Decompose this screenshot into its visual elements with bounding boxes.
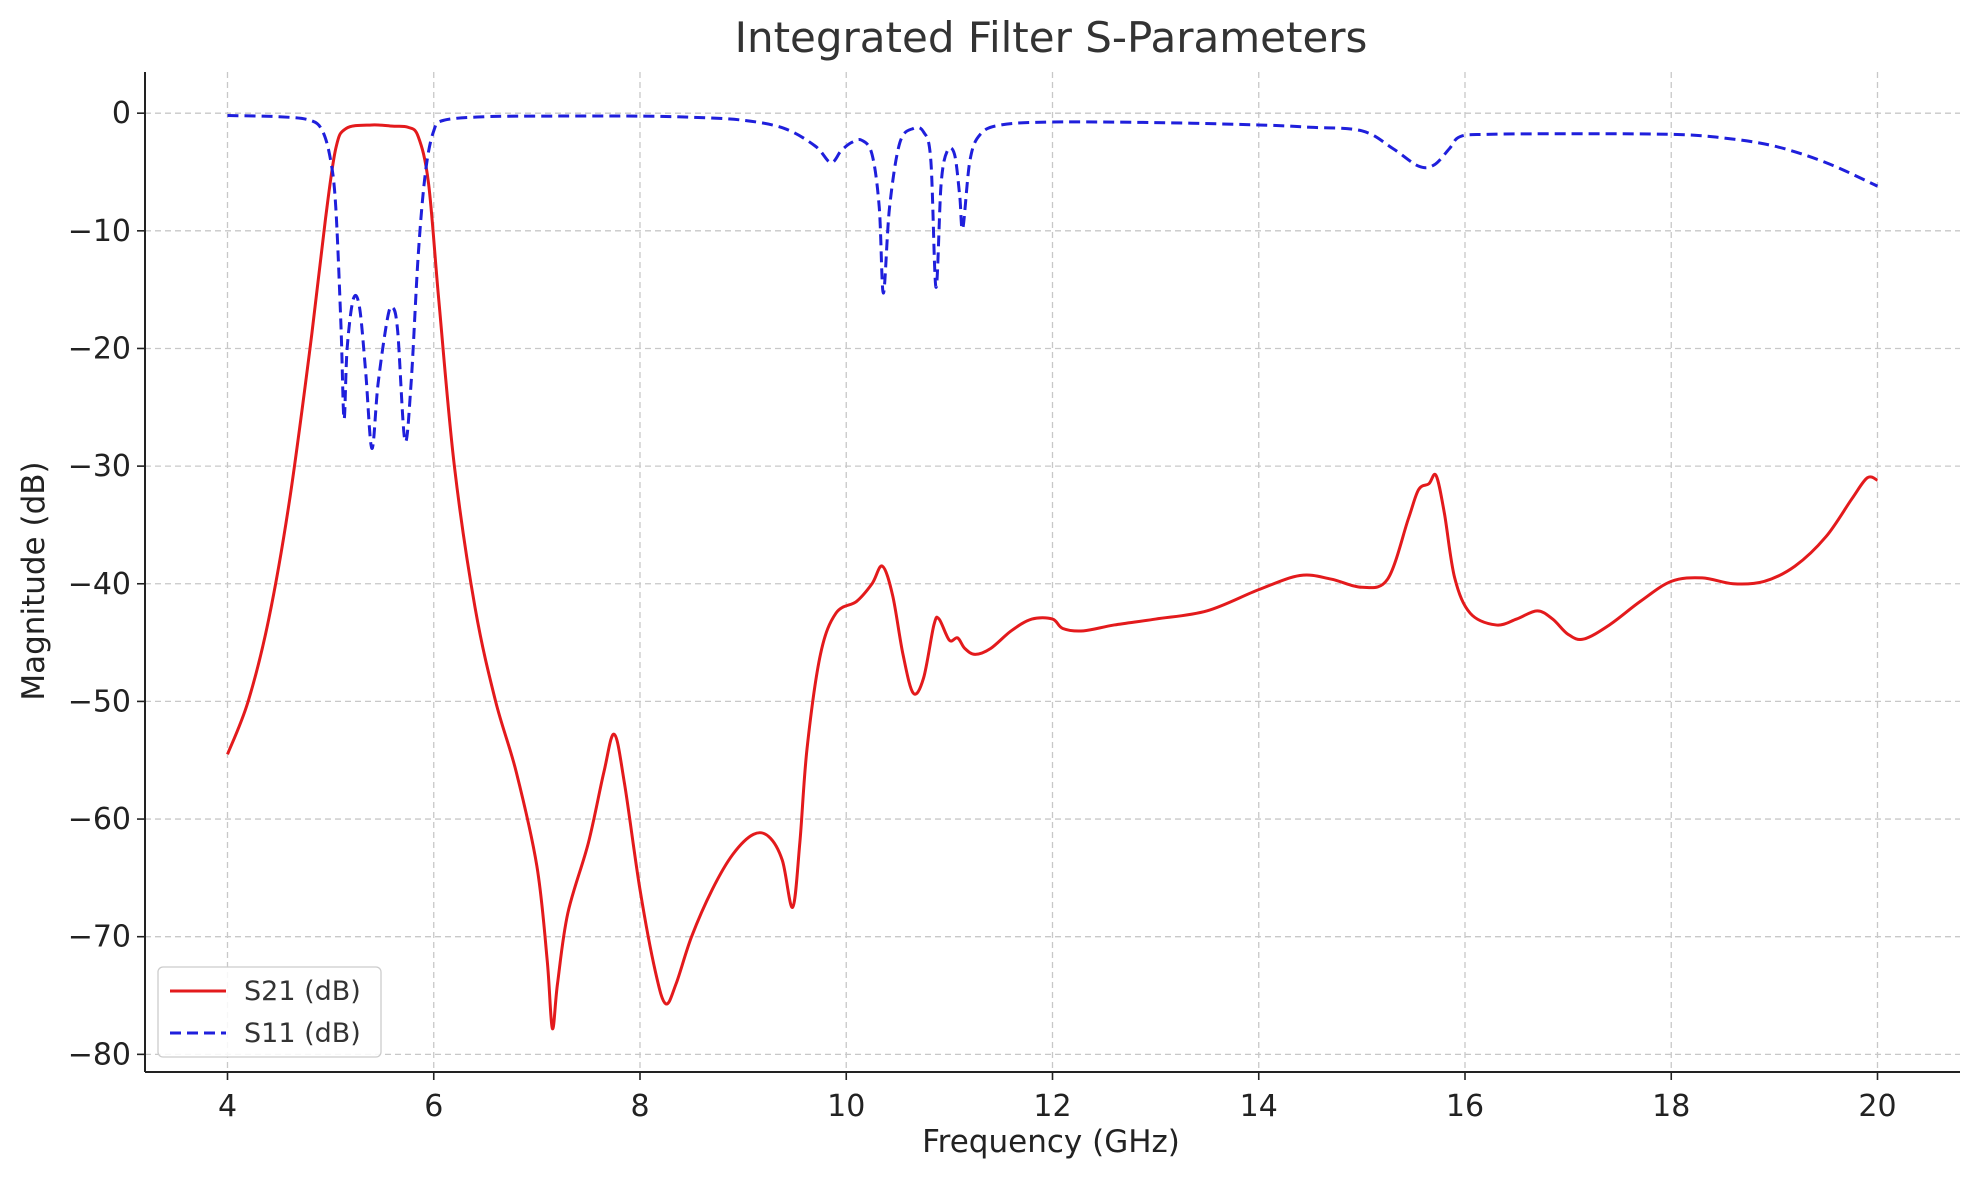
x-tick-label: 6 <box>424 1089 443 1124</box>
y-tick-label: −20 <box>68 331 131 366</box>
y-tick-label: −80 <box>68 1037 131 1072</box>
x-tick-label: 18 <box>1652 1089 1690 1124</box>
y-tick-label: −50 <box>68 684 131 719</box>
x-tick-label: 16 <box>1446 1089 1484 1124</box>
legend: S21 (dB) S11 (dB) <box>157 966 382 1058</box>
y-tick-label: −40 <box>68 567 131 602</box>
x-tick-label: 20 <box>1858 1089 1896 1124</box>
x-tick-label: 8 <box>630 1089 649 1124</box>
chart-title: Integrated Filter S-Parameters <box>735 13 1368 62</box>
y-axis-label: Magnitude (dB) <box>16 461 52 700</box>
x-axis-ticks: 4 6 8 10 12 14 16 18 20 <box>218 1072 1897 1124</box>
legend-label: S11 (dB) <box>244 1018 361 1049</box>
x-tick-label: 4 <box>218 1089 237 1124</box>
y-tick-label: −70 <box>68 920 131 955</box>
legend-label: S21 (dB) <box>244 976 361 1007</box>
y-tick-label: −30 <box>68 449 131 484</box>
x-tick-label: 10 <box>827 1089 865 1124</box>
series-group <box>226 114 1879 1030</box>
grid <box>145 72 1960 1072</box>
y-tick-label: 0 <box>112 96 131 131</box>
y-axis-ticks: 0 −10 −20 −30 −40 −50 −60 −70 −80 <box>68 96 145 1072</box>
x-tick-label: 12 <box>1033 1089 1071 1124</box>
series-line-s21-db <box>226 123 1879 1030</box>
x-tick-label: 14 <box>1240 1089 1278 1124</box>
series-line-s11-db <box>227 114 1879 450</box>
y-tick-label: −10 <box>68 214 131 249</box>
y-tick-label: −60 <box>68 802 131 837</box>
x-axis-label: Frequency (GHz) <box>922 1124 1180 1160</box>
